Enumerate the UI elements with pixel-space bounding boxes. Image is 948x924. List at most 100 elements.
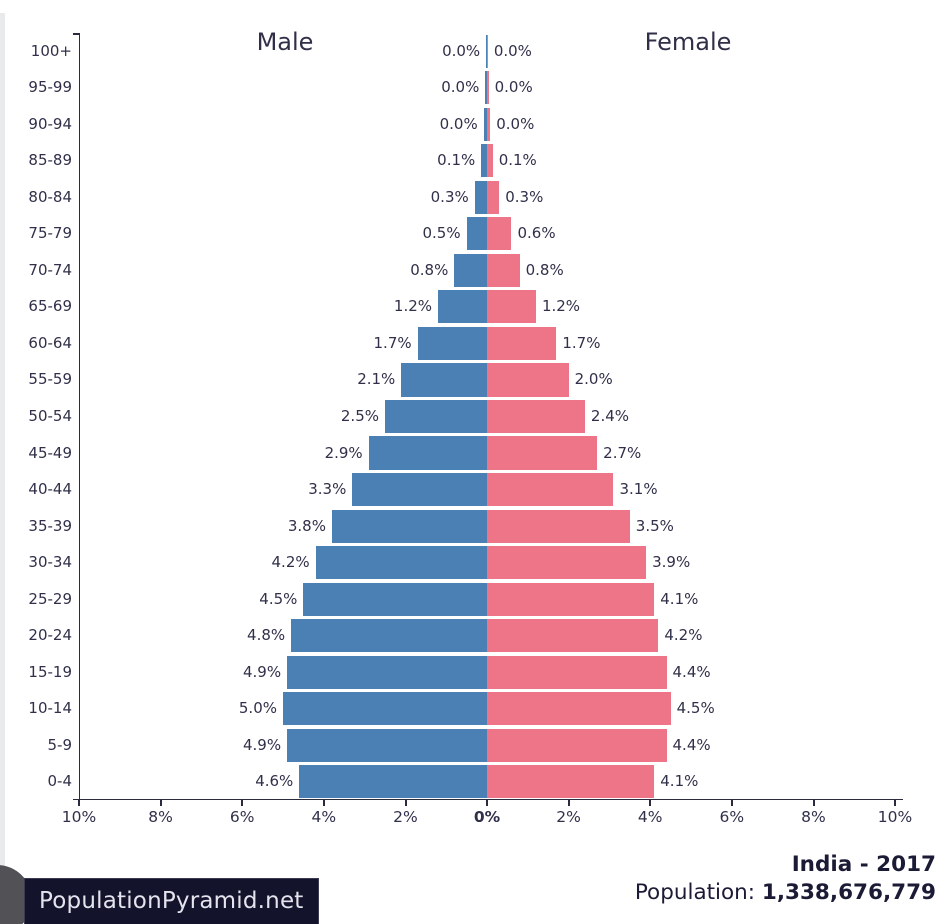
female-bar-60-64[interactable] xyxy=(487,326,557,360)
age-group-label-55-59: 55-59 xyxy=(28,370,72,389)
x-axis-tick-label-4%-3: 4% xyxy=(311,808,337,826)
age-group-label-65-69: 65-69 xyxy=(28,297,72,316)
male-bar-90-94[interactable] xyxy=(483,107,487,141)
x-axis-tick-4%-3 xyxy=(323,799,325,806)
male-bar-30-34[interactable] xyxy=(315,546,487,580)
male-bar-40-44[interactable] xyxy=(352,472,487,507)
female-value-label-15-19: 4.4% xyxy=(672,662,711,681)
age-group-label-45-49: 45-49 xyxy=(28,443,72,462)
female-value-label-50-54: 2.4% xyxy=(590,407,630,425)
male-value-label-55-59: 2.1% xyxy=(357,370,396,389)
female-bar-80-84[interactable] xyxy=(487,180,500,214)
age-group-label-5-9: 5-9 xyxy=(47,735,73,754)
male-bar-0-4[interactable] xyxy=(299,765,487,799)
female-bar-90-94[interactable] xyxy=(487,107,491,141)
age-group-label-50-54: 50-54 xyxy=(28,407,72,425)
female-value-label-55-59: 2.0% xyxy=(574,370,613,389)
male-value-label-20-24: 4.8% xyxy=(247,626,286,645)
male-bar-80-84[interactable] xyxy=(474,180,487,214)
male-value-label-100+: 0.0% xyxy=(442,41,481,60)
age-group-label-95-99: 95-99 xyxy=(28,78,72,97)
y-axis-top-cap xyxy=(72,33,79,35)
male-series-title: Male xyxy=(256,28,314,56)
female-value-label-100+: 0.0% xyxy=(493,41,532,60)
male-bar-65-69[interactable] xyxy=(438,290,487,324)
female-bar-100+[interactable] xyxy=(487,34,488,68)
x-axis-tick-label-10%-0: 10% xyxy=(61,808,97,826)
x-axis-tick-6%-8 xyxy=(731,799,733,806)
site-brand-badge[interactable]: PopulationPyramid.net xyxy=(24,878,319,924)
female-bar-5-9[interactable] xyxy=(487,728,667,762)
male-value-label-80-84: 0.3% xyxy=(430,187,469,206)
age-group-label-60-64: 60-64 xyxy=(28,333,72,352)
male-bar-35-39[interactable] xyxy=(331,509,487,543)
x-axis-tick-label-2%-4: 2% xyxy=(393,808,418,826)
female-bar-70-74[interactable] xyxy=(487,253,520,287)
male-bar-95-99[interactable] xyxy=(485,71,487,105)
female-value-label-45-49: 2.7% xyxy=(603,443,642,462)
female-series-title: Female xyxy=(644,28,732,56)
female-bar-95-99[interactable] xyxy=(487,71,489,105)
female-bar-45-49[interactable] xyxy=(487,436,598,470)
population-line: Population: 1,338,676,779 xyxy=(635,879,936,907)
female-bar-75-79[interactable] xyxy=(487,217,512,251)
male-value-label-95-99: 0.0% xyxy=(441,78,480,97)
female-bar-15-19[interactable] xyxy=(487,655,667,689)
population-value: 1,338,676,779 xyxy=(761,880,936,905)
female-value-label-90-94: 0.0% xyxy=(496,114,535,133)
male-bar-100+[interactable] xyxy=(486,34,487,68)
male-value-label-70-74: 0.8% xyxy=(410,260,449,279)
male-value-label-65-69: 1.2% xyxy=(393,297,433,316)
male-bar-50-54[interactable] xyxy=(385,399,487,434)
female-value-label-80-84: 0.3% xyxy=(505,187,544,206)
age-group-label-80-84: 80-84 xyxy=(28,187,72,206)
x-axis-tick-10%-0 xyxy=(78,799,81,806)
age-group-label-70-74: 70-74 xyxy=(28,260,72,279)
male-value-label-90-94: 0.0% xyxy=(439,114,478,133)
female-bar-20-24[interactable] xyxy=(487,619,659,653)
x-axis-tick-label-10%-10: 10% xyxy=(877,808,913,826)
x-axis-tick-2%-4 xyxy=(404,799,407,806)
age-group-label-40-44: 40-44 xyxy=(28,480,72,499)
male-bar-20-24[interactable] xyxy=(291,619,487,653)
x-axis-tick-label-2%-6: 2% xyxy=(556,808,581,826)
female-value-label-20-24: 4.2% xyxy=(664,626,703,645)
female-bar-0-4[interactable] xyxy=(487,765,655,799)
x-axis-tick-10%-10 xyxy=(894,799,897,806)
female-value-label-60-64: 1.7% xyxy=(562,333,601,352)
male-bar-60-64[interactable] xyxy=(417,326,487,360)
female-bar-40-44[interactable] xyxy=(487,472,614,507)
female-value-label-10-14: 4.5% xyxy=(676,699,715,718)
male-value-label-40-44: 3.3% xyxy=(308,480,347,499)
age-group-label-20-24: 20-24 xyxy=(28,626,72,645)
age-group-label-90-94: 90-94 xyxy=(28,114,72,133)
male-bar-25-29[interactable] xyxy=(303,582,487,616)
male-bar-5-9[interactable] xyxy=(287,728,487,762)
female-bar-10-14[interactable] xyxy=(487,692,671,726)
x-axis-tick-8%-1 xyxy=(159,799,162,806)
male-bar-85-89[interactable] xyxy=(481,144,487,178)
female-bar-25-29[interactable] xyxy=(487,582,655,616)
male-bar-45-49[interactable] xyxy=(368,436,487,470)
male-bar-15-19[interactable] xyxy=(287,655,487,689)
female-value-label-0-4: 4.1% xyxy=(660,772,699,791)
male-value-label-25-29: 4.5% xyxy=(259,589,298,608)
x-axis-tick-8%-9 xyxy=(812,799,815,806)
female-bar-35-39[interactable] xyxy=(487,509,630,543)
male-bar-55-59[interactable] xyxy=(401,363,487,397)
x-axis-tick-label-6%-8: 6% xyxy=(719,808,745,826)
female-bar-50-54[interactable] xyxy=(487,399,585,434)
male-bar-75-79[interactable] xyxy=(466,217,487,251)
female-bar-85-89[interactable] xyxy=(487,144,493,178)
female-bar-55-59[interactable] xyxy=(487,363,569,397)
female-value-label-40-44: 3.1% xyxy=(619,480,658,499)
female-value-label-35-39: 3.5% xyxy=(635,516,674,535)
x-axis-tick-0%-5 xyxy=(486,799,489,806)
male-bar-10-14[interactable] xyxy=(283,692,487,726)
male-bar-70-74[interactable] xyxy=(454,253,487,287)
male-value-label-0-4: 4.6% xyxy=(255,772,294,791)
female-bar-65-69[interactable] xyxy=(487,290,536,324)
male-value-label-35-39: 3.8% xyxy=(287,516,326,535)
female-bar-30-34[interactable] xyxy=(487,546,647,580)
